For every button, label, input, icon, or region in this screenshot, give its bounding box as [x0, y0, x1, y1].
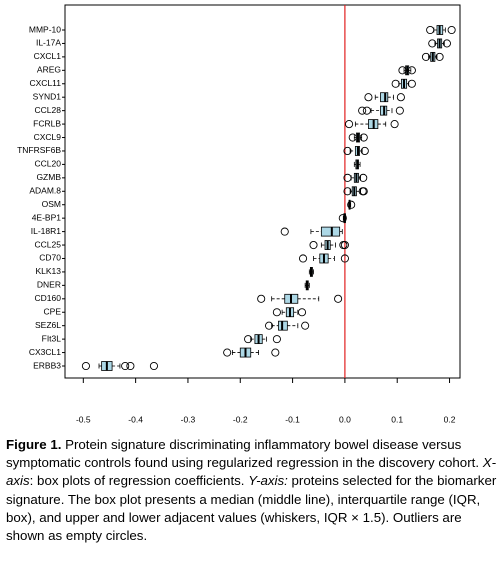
plot-frame [64, 4, 461, 379]
y-tick-label: IL-17A [36, 38, 61, 48]
y-tick-label: AREG [37, 65, 61, 75]
y-tick-label: FCRLB [33, 118, 61, 128]
x-tick-label: -0.3 [181, 414, 196, 424]
outlier [272, 335, 281, 344]
y-tick-label: IL-18R1 [31, 226, 62, 236]
y-tick-label: ADAM.8 [29, 186, 61, 196]
y-tick-label: CXCL11 [30, 78, 62, 88]
outlier [340, 240, 349, 250]
y-tick-label: SEZ6L [35, 320, 61, 330]
y-tick-label: CXCL9 [34, 132, 62, 142]
caption: Figure 1. Protein signature discriminati… [6, 436, 498, 545]
y-tick-label: CD70 [39, 253, 61, 263]
caption-segment: proteins selected for the biomarker sign… [6, 473, 497, 544]
outlier [298, 254, 308, 263]
y-tick-label: KLK13 [35, 266, 61, 276]
y-tick-label: FIt3L [42, 333, 62, 343]
x-tick-label: -0.1 [285, 414, 300, 424]
chart: -0.5 -0.4 -0.3 -0.2 -0.1 0.0 0.1 0.2 MMP-10 IL-17… [17, 4, 461, 424]
y-tick-label: CX3CL1 [29, 347, 61, 357]
caption-segment: Figure 1. [6, 437, 62, 452]
outlier [358, 106, 367, 115]
caption-segment: : box plots of regression coefficients. [29, 473, 249, 489]
outlier [309, 240, 318, 250]
outlier [391, 79, 400, 88]
outlier [223, 348, 232, 357]
outlier [396, 93, 405, 102]
y-tick-label: 4E-BP1 [32, 212, 62, 222]
box [320, 226, 341, 237]
outlier [428, 39, 437, 48]
x-tick-label: -0.2 [233, 414, 248, 424]
y-tick-label: CCL28 [35, 105, 62, 115]
outlier [340, 254, 349, 263]
outlier [244, 335, 253, 344]
y-tick-label: CPE [44, 306, 62, 316]
y-tick-label: CXCL1 [34, 51, 62, 61]
caption-segment: Protein signature discriminating inflamm… [6, 437, 483, 471]
outlier [345, 120, 354, 129]
outlier [435, 52, 444, 61]
outlier [421, 52, 431, 61]
box [380, 92, 389, 103]
outlier [334, 294, 343, 303]
y-tick-label: ERBB3 [33, 360, 61, 370]
outlier [359, 173, 368, 182]
y-tick-label: DNER [37, 280, 61, 290]
outlier [280, 227, 289, 236]
outlier [81, 361, 90, 371]
caption-segment: Y-axis: [248, 473, 288, 489]
outlier [297, 308, 307, 317]
y-tick-label: CCL20 [35, 159, 62, 169]
outlier [149, 361, 158, 371]
y-tick-label: CCL25 [35, 239, 62, 249]
x-tick-label: -0.4 [128, 414, 143, 424]
outlier [359, 187, 368, 196]
outlier [121, 361, 130, 371]
outlier [395, 106, 404, 115]
outlier [264, 321, 274, 330]
y-tick-label: GZMB [36, 172, 61, 182]
outlier [407, 66, 416, 75]
outlier [364, 93, 373, 102]
x-tick-label: 0.1 [391, 414, 403, 424]
y-tick-label: MMP-10 [29, 24, 61, 34]
outlier [343, 146, 352, 156]
y-tick-label: CD160 [35, 293, 62, 303]
x-tick-label: -0.5 [76, 414, 91, 424]
y-tick-label: TNFRSF6B [17, 145, 61, 155]
outlier [271, 348, 280, 357]
outlier [343, 173, 352, 182]
outlier [447, 25, 456, 35]
y-tick-label: SYND1 [33, 91, 62, 101]
x-tick-label: 0.2 [444, 414, 456, 424]
y-tick-label: OSM [42, 199, 61, 209]
outlier [360, 146, 369, 156]
caption-segment: X-axis [6, 455, 496, 489]
outlier [426, 25, 435, 35]
outlier [339, 240, 348, 250]
outlier [398, 66, 407, 75]
outlier [301, 321, 310, 330]
outlier [390, 120, 399, 129]
x-tick-label: 0.0 [339, 414, 351, 424]
outlier [257, 294, 266, 303]
outlier [343, 187, 352, 196]
outlier [442, 39, 451, 48]
outlier [338, 214, 347, 223]
outlier [347, 200, 356, 209]
outlier [272, 308, 281, 317]
outlier [359, 133, 368, 142]
outlier [348, 133, 357, 142]
outlier [407, 79, 416, 88]
outlier [126, 361, 135, 371]
outlier [362, 106, 371, 115]
